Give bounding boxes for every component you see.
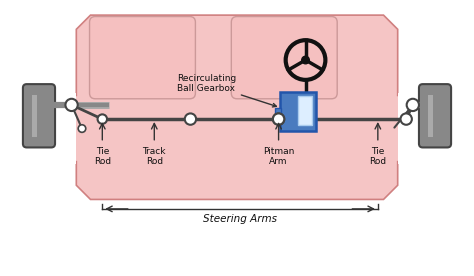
FancyBboxPatch shape bbox=[90, 17, 195, 99]
Circle shape bbox=[185, 113, 196, 125]
FancyBboxPatch shape bbox=[23, 84, 55, 147]
Circle shape bbox=[401, 113, 412, 125]
Bar bbox=[0, 93, 76, 164]
Circle shape bbox=[98, 114, 107, 124]
Bar bbox=[398, 93, 474, 164]
Circle shape bbox=[407, 99, 419, 111]
Text: Steering Arms: Steering Arms bbox=[203, 214, 277, 224]
PathPatch shape bbox=[50, 15, 424, 200]
Bar bbox=[428, 95, 433, 137]
Bar bbox=[281, 92, 316, 131]
Circle shape bbox=[65, 99, 78, 111]
FancyBboxPatch shape bbox=[231, 17, 337, 99]
Circle shape bbox=[273, 113, 284, 125]
Bar bbox=[275, 108, 282, 117]
Text: Track
Rod: Track Rod bbox=[143, 147, 166, 166]
Circle shape bbox=[78, 125, 86, 132]
Bar bbox=[298, 96, 312, 125]
Circle shape bbox=[302, 56, 310, 64]
Bar bbox=[32, 95, 37, 137]
FancyBboxPatch shape bbox=[419, 84, 451, 147]
Text: Recirculating
Ball Gearbox: Recirculating Ball Gearbox bbox=[177, 74, 276, 107]
Text: Tie
Rod: Tie Rod bbox=[369, 147, 386, 166]
Circle shape bbox=[273, 113, 284, 125]
Text: Tie
Rod: Tie Rod bbox=[94, 147, 111, 166]
Text: Pitman
Arm: Pitman Arm bbox=[263, 147, 294, 166]
